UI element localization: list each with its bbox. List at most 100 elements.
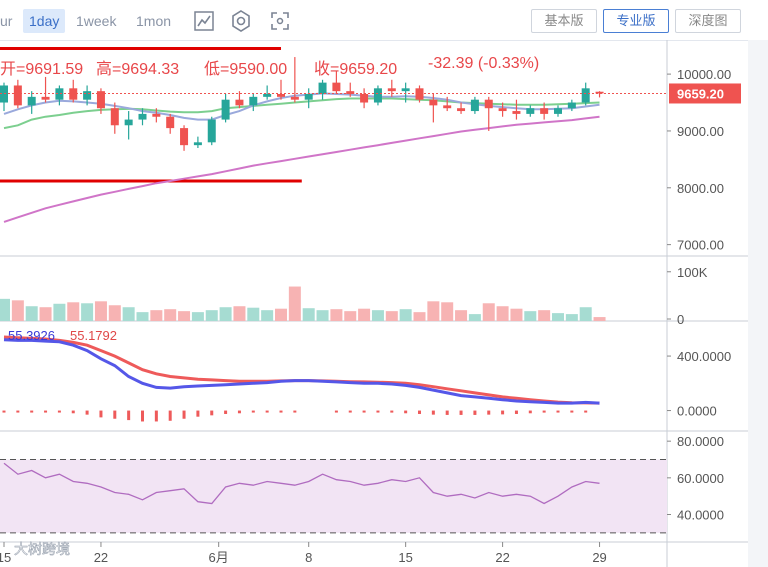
ohlc-open-label: 开=9691.59 [0,61,84,78]
candle-body [567,102,576,109]
interval-1mon[interactable]: 1mon [136,13,172,29]
macd-hist-bar [570,410,574,413]
macd-hist-bar [2,410,6,413]
volume-bar [191,312,204,321]
volume-bar [178,311,191,321]
candle-body [124,119,133,126]
fullscreen-icon[interactable] [268,9,292,33]
volume-bar [468,314,481,321]
macd-hist-bar [376,410,380,413]
volume-bar [39,307,52,321]
x-tick-label: 15 [0,550,11,565]
macd-tick-label: 0.0000 [677,404,717,419]
ohlc-close-label: 收=9659.20 [314,61,398,78]
macd-hist-bar [279,410,283,413]
candle-body [138,113,147,120]
candle-body [512,111,521,114]
macd-hist-bar [57,410,61,413]
macd-hist-bar [334,410,338,413]
candle-body [387,88,396,92]
candle-body [457,108,466,112]
x-tick-label: 29 [592,550,606,565]
candle-body [96,91,105,109]
macd-hist-bar [501,410,505,415]
volume-bar [413,312,426,321]
interval-4hour[interactable]: ur [0,13,13,29]
macd-hist-bar [85,410,89,415]
view-pro-button[interactable]: 专业版 [603,9,669,33]
rsi-line [3,462,600,505]
view-depth-button[interactable]: 深度图 [675,9,741,33]
volume-bar [316,310,329,321]
volume-bar [150,310,163,321]
volume-bar [330,309,343,321]
candle-body [554,108,562,114]
macd-hist-bar [542,410,546,413]
view-basic-button[interactable]: 基本版 [531,9,597,33]
macd-hist-bar [390,410,394,413]
volume-bar [136,312,149,321]
candlestick-chart[interactable]: 10000.00 9000.00 8000.00 7000.00 9659.20 100K… [0,40,748,567]
rsi-band [0,459,667,533]
ohlc-change-label: -32.39 (-0.33%) [428,55,540,72]
macd-hist-bar [113,410,117,419]
candle-body [249,96,258,106]
candle-body [443,105,452,109]
rsi-tick-label: 40.0000 [677,508,724,523]
candle-body [304,94,313,100]
price-tick-label: 8000.00 [677,181,724,196]
volume-bar [53,303,66,321]
interval-1week[interactable]: 1week [76,13,117,29]
volume-bar [108,305,121,321]
volume-bar [205,310,218,321]
macd-hist-bar [348,410,352,413]
macd-hist-bar [237,410,241,414]
volume-bar [565,314,578,321]
volume-bar [25,306,38,321]
macd-hist-bar [418,410,421,414]
macd-hist-bar [556,410,560,413]
macd-hist-bar [168,410,172,421]
x-tick-label: 15 [398,550,412,565]
candle-body [470,99,479,112]
volume-bar [496,306,509,321]
candle-body [180,128,189,146]
price-tick-label: 10000.00 [677,67,731,82]
volume-bar [67,302,80,321]
macd-hist-bar [154,410,158,422]
candle-body [0,85,8,103]
volume-bar [81,303,94,321]
right-scroll-strip[interactable] [748,40,768,567]
macd-hist-bar [487,410,491,415]
macd-hist-bar [293,410,297,413]
macd-hist-bar [71,410,75,414]
volume-bar [524,311,537,321]
candle-body [69,88,78,100]
line-tool-icon[interactable] [192,9,216,33]
macd-hist-bar [431,410,435,415]
macd-tick-label: 400.0000 [677,349,731,364]
volume-bar [302,308,315,321]
candle-body [415,88,424,100]
macd-hist-bar [141,410,144,422]
macd-hist-bar [210,410,214,416]
settings-gear-icon[interactable] [229,9,253,33]
volume-bar [371,310,384,321]
volume-bar [579,307,592,321]
macd-hist-bar [473,410,477,415]
interval-1day[interactable]: 1day [23,9,66,33]
candle-body [207,119,216,143]
candle-body [221,99,230,120]
candle-body [526,108,535,114]
macd-hist-bar [99,410,103,418]
candle-body [332,82,341,92]
macd-hist-bar [514,410,518,414]
volume-bar [219,307,232,321]
macd-hist-bar [196,410,200,417]
candle-body [498,108,507,112]
toolbar: ur 1day 1week 1mon 基本版 专业版 深度图 [0,0,768,41]
candle-body [373,88,382,103]
candle-body [152,113,161,117]
volume-bar [11,300,24,321]
price-tick-label: 7000.00 [677,238,724,253]
